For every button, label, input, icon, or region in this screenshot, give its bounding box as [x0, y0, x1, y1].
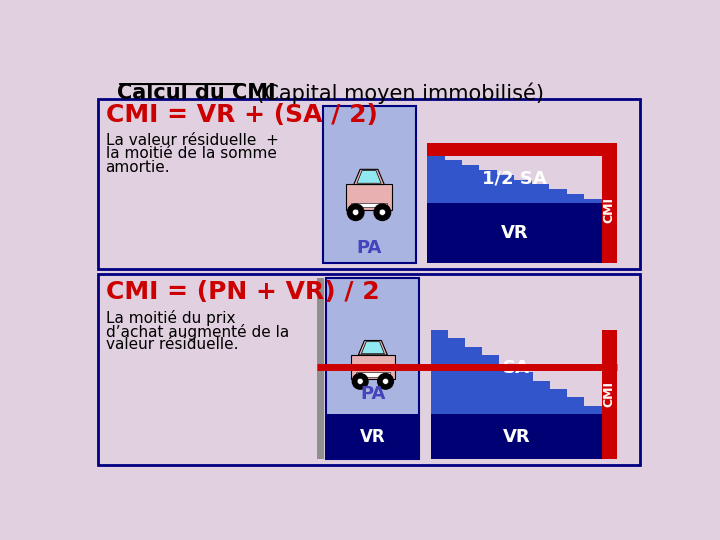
Bar: [532, 184, 549, 204]
Bar: [351, 355, 395, 379]
Text: (Capital moyen immobilisé): (Capital moyen immobilisé): [243, 83, 544, 104]
Text: amortie.: amortie.: [106, 160, 170, 176]
Bar: [448, 338, 466, 414]
Text: Calcul du CMI: Calcul du CMI: [117, 83, 276, 103]
Bar: [482, 330, 500, 355]
Circle shape: [347, 204, 364, 220]
Bar: [549, 189, 567, 204]
Circle shape: [353, 209, 359, 215]
Bar: [567, 156, 585, 194]
Bar: [448, 330, 466, 338]
Bar: [516, 372, 534, 414]
Bar: [516, 330, 534, 372]
Bar: [480, 156, 498, 170]
Bar: [427, 204, 617, 264]
Bar: [532, 156, 549, 184]
Bar: [465, 347, 482, 414]
Text: CMI: CMI: [603, 381, 616, 407]
Text: La valeur résiduelle  +: La valeur résiduelle +: [106, 132, 279, 147]
Text: VR: VR: [503, 428, 530, 445]
Bar: [427, 143, 617, 156]
Bar: [480, 170, 498, 204]
Bar: [549, 156, 567, 189]
Bar: [567, 397, 585, 414]
Bar: [98, 274, 640, 465]
Bar: [444, 160, 462, 204]
Bar: [585, 406, 602, 414]
Text: d’achat augmenté de la: d’achat augmenté de la: [106, 323, 289, 340]
Text: CMI: CMI: [603, 197, 616, 222]
Text: la moitié de la somme: la moitié de la somme: [106, 146, 276, 161]
Text: SA: SA: [503, 359, 530, 377]
Text: 1/2 SA: 1/2 SA: [482, 170, 546, 187]
Bar: [499, 330, 517, 363]
Bar: [601, 156, 617, 264]
Bar: [584, 199, 602, 204]
Bar: [499, 363, 517, 414]
Text: VR: VR: [500, 225, 528, 242]
Circle shape: [357, 379, 363, 384]
Text: La moitié du prix: La moitié du prix: [106, 309, 235, 326]
Bar: [431, 414, 617, 459]
Bar: [497, 175, 515, 204]
Bar: [482, 355, 500, 414]
Bar: [326, 278, 419, 459]
Bar: [534, 381, 551, 414]
Bar: [462, 165, 480, 204]
Polygon shape: [357, 171, 381, 183]
Bar: [317, 278, 324, 459]
Bar: [326, 414, 419, 459]
Text: PA: PA: [360, 385, 386, 403]
Text: PA: PA: [356, 239, 382, 257]
Bar: [356, 372, 390, 376]
Text: valeur résiduelle.: valeur résiduelle.: [106, 338, 238, 353]
Bar: [351, 203, 387, 207]
Polygon shape: [354, 170, 384, 185]
Bar: [465, 330, 482, 347]
Bar: [534, 330, 551, 381]
Circle shape: [378, 374, 393, 389]
Bar: [567, 330, 585, 397]
Bar: [550, 330, 568, 389]
Text: CMI = VR + (SA / 2): CMI = VR + (SA / 2): [106, 103, 377, 127]
Bar: [497, 156, 515, 175]
Bar: [98, 99, 640, 269]
Text: VR: VR: [360, 428, 386, 445]
Circle shape: [382, 379, 389, 384]
Bar: [585, 330, 602, 406]
Text: CMI = (PN + VR) / 2: CMI = (PN + VR) / 2: [106, 280, 379, 305]
Bar: [550, 389, 568, 414]
Polygon shape: [361, 342, 384, 354]
Bar: [584, 156, 602, 199]
Circle shape: [374, 204, 391, 220]
Bar: [431, 330, 449, 414]
Bar: [462, 156, 480, 165]
Bar: [427, 156, 445, 204]
Circle shape: [352, 374, 368, 389]
Bar: [323, 106, 415, 264]
Bar: [567, 194, 585, 204]
Bar: [444, 156, 462, 160]
Bar: [514, 179, 532, 204]
Bar: [346, 185, 392, 210]
Bar: [601, 330, 617, 459]
Polygon shape: [359, 341, 387, 355]
Circle shape: [379, 209, 385, 215]
Bar: [514, 156, 532, 179]
